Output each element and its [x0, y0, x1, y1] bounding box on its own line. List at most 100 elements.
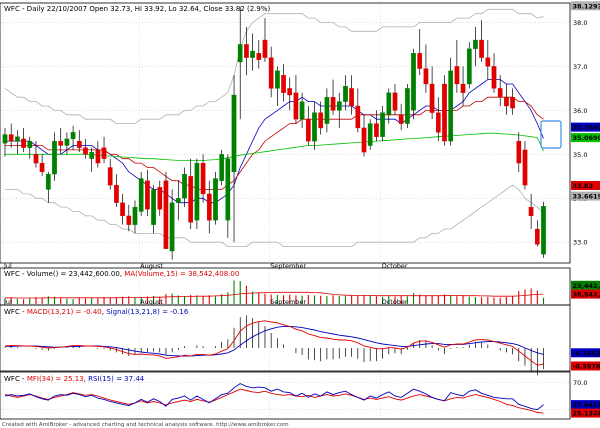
month-label: September	[270, 298, 306, 306]
candle-down	[516, 140, 522, 164]
ma-short-line	[5, 79, 544, 204]
candle-down	[504, 97, 509, 107]
candle-up	[231, 94, 237, 173]
candle-down	[355, 105, 361, 129]
candle-down	[429, 83, 435, 113]
rsi-tag-label: 37.4418	[573, 401, 600, 409]
candle-down	[454, 66, 460, 85]
candle-down	[497, 88, 503, 98]
rsi-tag-label: 25.1326	[573, 410, 600, 418]
candle-down	[206, 193, 212, 221]
candle-down	[83, 147, 88, 155]
candle-down	[510, 97, 515, 109]
candle-down	[101, 147, 107, 159]
candle-up	[237, 44, 243, 63]
macd-title-sep: ,	[102, 308, 106, 316]
signal-title-value: Signal(13,21,8) = -0.16	[106, 308, 189, 316]
volume-bars	[4, 280, 545, 304]
volume-panel-title: WFC - Volume() = 23,442,600.00, MA(Volum…	[4, 270, 239, 278]
candle-down	[188, 176, 194, 223]
candle-down	[262, 39, 268, 58]
candlesticks	[2, 7, 546, 260]
candle-down	[460, 83, 466, 93]
price-tick-label: 38.0	[573, 19, 587, 27]
candle-up	[405, 88, 410, 124]
month-label: October	[382, 298, 408, 306]
candle-up	[324, 97, 330, 124]
price-tag	[571, 191, 600, 201]
candle-down	[330, 97, 336, 111]
candle-up	[411, 53, 416, 111]
volume-ma-line	[5, 291, 544, 299]
candle-up	[2, 134, 8, 144]
candle-down	[392, 92, 398, 111]
candle-down	[534, 228, 540, 245]
candle-up	[132, 206, 138, 225]
candle-up	[89, 151, 95, 159]
last-value-tags: 38.1293 35.3642 35.0690 33.82 33.6619 23,442,…	[571, 1, 600, 418]
volume-tag	[571, 289, 600, 299]
macd-tag-label: -0.164226	[573, 349, 600, 357]
volume-tag	[571, 280, 600, 290]
macd-line	[4, 320, 544, 366]
rsi-tick-label: 70.0	[573, 379, 587, 387]
price-tick-label: 36.0	[573, 107, 587, 115]
month-label: Jul	[3, 298, 12, 306]
candle-up	[182, 173, 187, 199]
candle-down	[126, 215, 132, 225]
candle-down	[114, 184, 119, 203]
candle-up	[52, 140, 57, 175]
candle-down	[200, 162, 206, 195]
candle-up	[541, 206, 546, 255]
macd-panel-title: WFC - MACD(13,21) = -0.40, Signal(13,21,…	[4, 308, 189, 316]
candle-down	[244, 44, 249, 58]
candle-up	[250, 50, 255, 58]
bollinger-lower-line	[5, 184, 544, 248]
price-tag	[571, 122, 600, 132]
candle-down	[528, 206, 534, 217]
month-label: October	[382, 262, 408, 270]
candle-down	[522, 149, 528, 186]
rsi-tag	[571, 408, 600, 418]
candle-up	[367, 123, 373, 146]
candle-down	[491, 66, 497, 89]
price-tag-label: 38.1293	[573, 2, 600, 10]
candle-down	[417, 53, 423, 69]
rsi-title-prefix: WFC -	[4, 375, 27, 383]
axis-labels: 33.034.035.036.037.038.030.070.0JulJulAu…	[3, 19, 587, 414]
price-tag-label: 33.6619	[573, 193, 600, 201]
candle-up	[169, 202, 175, 252]
candle-down	[120, 202, 125, 217]
candle-up	[466, 48, 472, 85]
macd-title-value: MACD(13,21) = -0.40	[27, 308, 102, 316]
candle-down	[21, 138, 26, 148]
rsi-lines	[4, 383, 544, 414]
candle-up	[15, 136, 20, 142]
candle-down	[33, 154, 39, 164]
price-tag	[571, 1, 600, 11]
month-label: September	[270, 262, 306, 270]
candle-down	[107, 167, 113, 186]
candle-up	[336, 101, 342, 111]
rsi-line	[4, 383, 544, 411]
candle-up	[299, 101, 305, 120]
price-tick-label: 33.0	[573, 239, 587, 247]
candle-down	[287, 88, 293, 96]
macd-panel	[0, 304, 571, 372]
candle-up	[138, 178, 144, 212]
volume-title-prefix: WFC - Volume() = 23,442,600.00,	[4, 270, 124, 278]
candle-down	[157, 187, 163, 210]
candle-up	[225, 158, 231, 221]
volume-tag-label: 23,442,60	[573, 282, 600, 290]
volume-ma-title: MA(Volume,15) = 38,542,408.00	[124, 270, 239, 278]
rsi-panel-title: WFC - MFI(34) = 25.13, RSI(15) = 37.44	[4, 375, 145, 383]
candle-up	[386, 92, 392, 115]
macd-tag-label: -0.397898	[573, 363, 600, 371]
ma-long-line	[5, 132, 544, 161]
candle-down	[58, 140, 64, 146]
candle-down	[293, 92, 299, 120]
macd-lines	[4, 315, 544, 376]
rsi-panel	[0, 371, 571, 420]
candle-down	[435, 112, 441, 133]
